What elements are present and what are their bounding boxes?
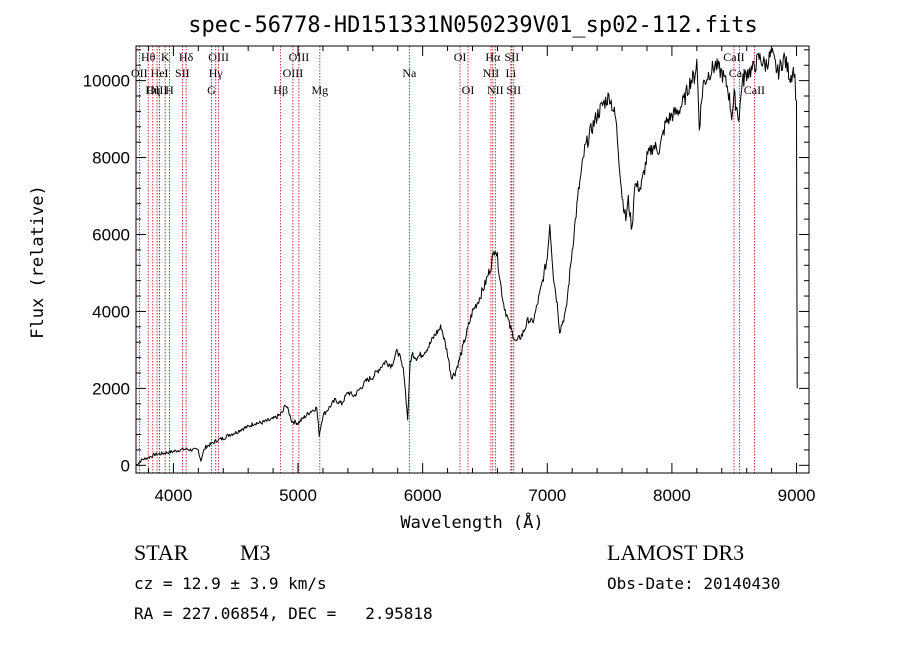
spectral-line-markers: Hθ K Hδ OIII OIII OI Hα SII CaII OII HeI SII Hγ OIII N… xyxy=(131,46,765,473)
chart-title: spec-56778-HD151331N050239V01_sp02-112.f… xyxy=(188,13,758,38)
line-label-14: Na xyxy=(402,66,417,80)
line-label-25: NII xyxy=(487,83,504,97)
line-label-0: Hθ xyxy=(141,50,156,64)
object-class: STAR xyxy=(134,540,189,565)
x-axis-label: Wavelength (Å) xyxy=(400,511,543,533)
axes: 4000 5000 6000 7000 8000 9000 0 2000 4000 6000 800… xyxy=(83,45,816,505)
spectrum-line xyxy=(135,48,798,466)
line-label-6: Hα xyxy=(485,50,501,64)
object-subclass: M3 xyxy=(240,540,271,565)
line-label-3: OIII xyxy=(208,50,229,64)
line-label-9: OII xyxy=(131,66,148,80)
line-label-5: OI xyxy=(454,50,467,64)
line-label-1: K xyxy=(161,50,170,64)
redshift-value: cz = 12.9 ± 3.9 km/s xyxy=(134,574,327,593)
line-label-22: Hβ xyxy=(273,83,288,97)
spectrum-layer xyxy=(135,48,798,466)
line-label-10: HeI xyxy=(151,66,169,80)
x-tick-label: 4000 xyxy=(154,486,192,505)
line-label-26: SII xyxy=(506,83,521,97)
line-label-19: Hη xyxy=(145,83,160,97)
line-label-4: OIII xyxy=(289,50,310,64)
line-label-27: CaII xyxy=(744,83,765,97)
y-tick-label: 8000 xyxy=(92,149,130,168)
line-label-11: SII xyxy=(175,66,190,80)
line-label-7: SII xyxy=(505,50,520,64)
line-label-8: CaII xyxy=(723,50,744,64)
plot-frame xyxy=(135,45,810,474)
line-label-15: NII xyxy=(483,66,500,80)
survey-name: LAMOST DR3 xyxy=(607,540,745,565)
x-tick-label: 9000 xyxy=(778,486,816,505)
y-tick-label: 2000 xyxy=(92,379,130,398)
line-label-23: Mg xyxy=(311,83,328,97)
obs-date: Obs-Date: 20140430 xyxy=(607,574,781,593)
line-label-21: G xyxy=(207,83,216,97)
y-tick-label: 0 xyxy=(121,456,130,475)
line-label-16: Li xyxy=(506,66,517,80)
line-label-20: H xyxy=(165,83,174,97)
line-label-2: Hδ xyxy=(179,50,194,64)
x-tick-label: 5000 xyxy=(279,486,317,505)
y-tick-label: 6000 xyxy=(92,225,130,244)
y-tick-label: 10000 xyxy=(83,72,130,91)
line-label-18: OIII xyxy=(147,83,168,97)
line-label-24: OI xyxy=(462,83,475,97)
coordinates: RA = 227.06854, DEC = 2.95818 xyxy=(134,604,433,623)
line-label-12: Hγ xyxy=(209,66,224,80)
x-tick-label: 6000 xyxy=(404,486,442,505)
y-tick-label: 4000 xyxy=(92,302,130,321)
x-tick-label: 7000 xyxy=(528,486,566,505)
y-axis-label: Flux (relative) xyxy=(28,185,48,339)
line-label-13: OIII xyxy=(283,66,304,80)
x-tick-label: 8000 xyxy=(653,486,691,505)
